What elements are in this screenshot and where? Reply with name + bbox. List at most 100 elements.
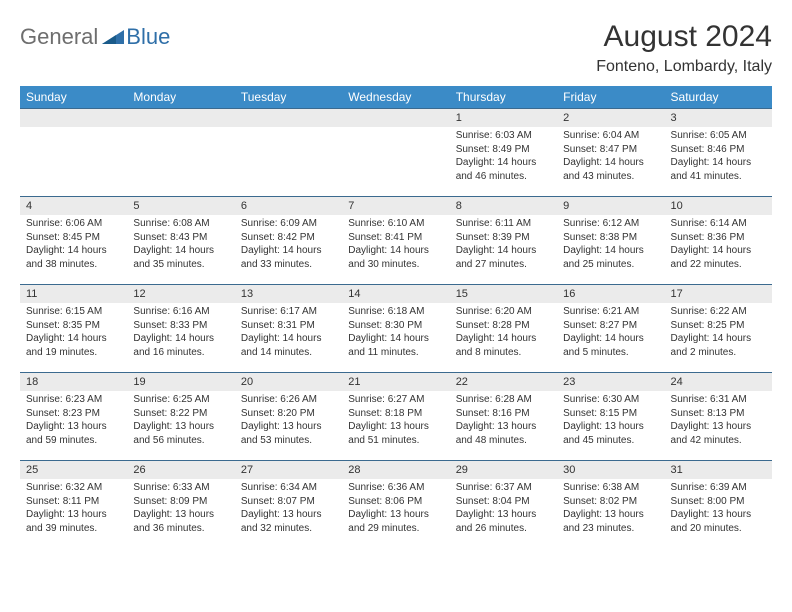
day-sun-info: Sunrise: 6:26 AMSunset: 8:20 PMDaylight:… [235, 391, 342, 451]
day-number: 11 [20, 285, 127, 303]
day-sun-info: Sunrise: 6:16 AMSunset: 8:33 PMDaylight:… [127, 303, 234, 363]
logo: General Blue [20, 24, 170, 50]
day-number [235, 109, 342, 127]
location-label: Fonteno, Lombardy, Italy [596, 58, 772, 76]
calendar-page: General Blue August 2024 Fonteno, Lombar… [0, 0, 792, 549]
day-number: 4 [20, 197, 127, 215]
day-number: 30 [557, 461, 664, 479]
calendar-day-cell: 6Sunrise: 6:09 AMSunset: 8:42 PMDaylight… [235, 197, 342, 285]
calendar-week-row: 1Sunrise: 6:03 AMSunset: 8:49 PMDaylight… [20, 109, 772, 197]
day-number: 24 [665, 373, 772, 391]
day-number: 26 [127, 461, 234, 479]
calendar-day-cell: 25Sunrise: 6:32 AMSunset: 8:11 PMDayligh… [20, 461, 127, 549]
day-sun-info: Sunrise: 6:08 AMSunset: 8:43 PMDaylight:… [127, 215, 234, 275]
logo-triangle-icon [102, 26, 124, 49]
calendar-day-cell: 4Sunrise: 6:06 AMSunset: 8:45 PMDaylight… [20, 197, 127, 285]
day-sun-info: Sunrise: 6:03 AMSunset: 8:49 PMDaylight:… [450, 127, 557, 187]
calendar-day-cell: 19Sunrise: 6:25 AMSunset: 8:22 PMDayligh… [127, 373, 234, 461]
day-sun-info: Sunrise: 6:11 AMSunset: 8:39 PMDaylight:… [450, 215, 557, 275]
day-number [127, 109, 234, 127]
day-sun-info: Sunrise: 6:39 AMSunset: 8:00 PMDaylight:… [665, 479, 772, 539]
day-sun-info: Sunrise: 6:31 AMSunset: 8:13 PMDaylight:… [665, 391, 772, 451]
day-sun-info: Sunrise: 6:18 AMSunset: 8:30 PMDaylight:… [342, 303, 449, 363]
calendar-day-cell: 23Sunrise: 6:30 AMSunset: 8:15 PMDayligh… [557, 373, 664, 461]
calendar-day-cell: 31Sunrise: 6:39 AMSunset: 8:00 PMDayligh… [665, 461, 772, 549]
calendar-week-row: 18Sunrise: 6:23 AMSunset: 8:23 PMDayligh… [20, 373, 772, 461]
day-sun-info: Sunrise: 6:34 AMSunset: 8:07 PMDaylight:… [235, 479, 342, 539]
logo-text-blue: Blue [126, 24, 170, 50]
logo-text-general: General [20, 24, 98, 50]
calendar-day-cell: 27Sunrise: 6:34 AMSunset: 8:07 PMDayligh… [235, 461, 342, 549]
title-block: August 2024 Fonteno, Lombardy, Italy [596, 20, 772, 76]
weekday-header-cell: Monday [127, 86, 234, 109]
day-sun-info: Sunrise: 6:37 AMSunset: 8:04 PMDaylight:… [450, 479, 557, 539]
day-number: 29 [450, 461, 557, 479]
weekday-header-cell: Thursday [450, 86, 557, 109]
calendar-day-cell: 16Sunrise: 6:21 AMSunset: 8:27 PMDayligh… [557, 285, 664, 373]
day-sun-info: Sunrise: 6:06 AMSunset: 8:45 PMDaylight:… [20, 215, 127, 275]
day-number: 9 [557, 197, 664, 215]
calendar-week-row: 4Sunrise: 6:06 AMSunset: 8:45 PMDaylight… [20, 197, 772, 285]
calendar-day-cell: 21Sunrise: 6:27 AMSunset: 8:18 PMDayligh… [342, 373, 449, 461]
calendar-day-cell: 20Sunrise: 6:26 AMSunset: 8:20 PMDayligh… [235, 373, 342, 461]
day-number: 13 [235, 285, 342, 303]
calendar-day-cell: 18Sunrise: 6:23 AMSunset: 8:23 PMDayligh… [20, 373, 127, 461]
day-number: 21 [342, 373, 449, 391]
weekday-header-cell: Wednesday [342, 86, 449, 109]
day-sun-info: Sunrise: 6:10 AMSunset: 8:41 PMDaylight:… [342, 215, 449, 275]
day-number: 31 [665, 461, 772, 479]
calendar-day-cell [127, 109, 234, 197]
day-number: 15 [450, 285, 557, 303]
calendar-day-cell: 8Sunrise: 6:11 AMSunset: 8:39 PMDaylight… [450, 197, 557, 285]
day-sun-info: Sunrise: 6:17 AMSunset: 8:31 PMDaylight:… [235, 303, 342, 363]
day-number: 27 [235, 461, 342, 479]
day-number: 8 [450, 197, 557, 215]
calendar-day-cell: 11Sunrise: 6:15 AMSunset: 8:35 PMDayligh… [20, 285, 127, 373]
day-sun-info: Sunrise: 6:21 AMSunset: 8:27 PMDaylight:… [557, 303, 664, 363]
day-number: 12 [127, 285, 234, 303]
calendar-day-cell: 22Sunrise: 6:28 AMSunset: 8:16 PMDayligh… [450, 373, 557, 461]
calendar-day-cell [20, 109, 127, 197]
weekday-header-cell: Saturday [665, 86, 772, 109]
day-sun-info: Sunrise: 6:20 AMSunset: 8:28 PMDaylight:… [450, 303, 557, 363]
day-sun-info: Sunrise: 6:12 AMSunset: 8:38 PMDaylight:… [557, 215, 664, 275]
calendar-day-cell: 2Sunrise: 6:04 AMSunset: 8:47 PMDaylight… [557, 109, 664, 197]
calendar-day-cell: 3Sunrise: 6:05 AMSunset: 8:46 PMDaylight… [665, 109, 772, 197]
calendar-day-cell: 15Sunrise: 6:20 AMSunset: 8:28 PMDayligh… [450, 285, 557, 373]
calendar-day-cell: 28Sunrise: 6:36 AMSunset: 8:06 PMDayligh… [342, 461, 449, 549]
day-number: 10 [665, 197, 772, 215]
day-sun-info: Sunrise: 6:33 AMSunset: 8:09 PMDaylight:… [127, 479, 234, 539]
day-number: 23 [557, 373, 664, 391]
day-sun-info: Sunrise: 6:14 AMSunset: 8:36 PMDaylight:… [665, 215, 772, 275]
day-number: 2 [557, 109, 664, 127]
day-number: 20 [235, 373, 342, 391]
day-number: 19 [127, 373, 234, 391]
day-number: 1 [450, 109, 557, 127]
day-sun-info: Sunrise: 6:30 AMSunset: 8:15 PMDaylight:… [557, 391, 664, 451]
calendar-day-cell: 1Sunrise: 6:03 AMSunset: 8:49 PMDaylight… [450, 109, 557, 197]
calendar-day-cell: 30Sunrise: 6:38 AMSunset: 8:02 PMDayligh… [557, 461, 664, 549]
day-sun-info: Sunrise: 6:38 AMSunset: 8:02 PMDaylight:… [557, 479, 664, 539]
calendar-day-cell: 29Sunrise: 6:37 AMSunset: 8:04 PMDayligh… [450, 461, 557, 549]
calendar-day-cell: 24Sunrise: 6:31 AMSunset: 8:13 PMDayligh… [665, 373, 772, 461]
day-number [20, 109, 127, 127]
day-number: 3 [665, 109, 772, 127]
page-header: General Blue August 2024 Fonteno, Lombar… [20, 20, 772, 76]
calendar-day-cell: 10Sunrise: 6:14 AMSunset: 8:36 PMDayligh… [665, 197, 772, 285]
calendar-week-row: 25Sunrise: 6:32 AMSunset: 8:11 PMDayligh… [20, 461, 772, 549]
day-number: 14 [342, 285, 449, 303]
day-number [342, 109, 449, 127]
calendar-day-cell [342, 109, 449, 197]
day-sun-info: Sunrise: 6:05 AMSunset: 8:46 PMDaylight:… [665, 127, 772, 187]
calendar-body: 1Sunrise: 6:03 AMSunset: 8:49 PMDaylight… [20, 109, 772, 549]
day-sun-info: Sunrise: 6:25 AMSunset: 8:22 PMDaylight:… [127, 391, 234, 451]
calendar-table: SundayMondayTuesdayWednesdayThursdayFrid… [20, 86, 772, 549]
day-sun-info: Sunrise: 6:04 AMSunset: 8:47 PMDaylight:… [557, 127, 664, 187]
calendar-day-cell: 26Sunrise: 6:33 AMSunset: 8:09 PMDayligh… [127, 461, 234, 549]
calendar-day-cell: 9Sunrise: 6:12 AMSunset: 8:38 PMDaylight… [557, 197, 664, 285]
weekday-header-cell: Tuesday [235, 86, 342, 109]
calendar-day-cell [235, 109, 342, 197]
calendar-day-cell: 14Sunrise: 6:18 AMSunset: 8:30 PMDayligh… [342, 285, 449, 373]
day-number: 25 [20, 461, 127, 479]
day-number: 17 [665, 285, 772, 303]
